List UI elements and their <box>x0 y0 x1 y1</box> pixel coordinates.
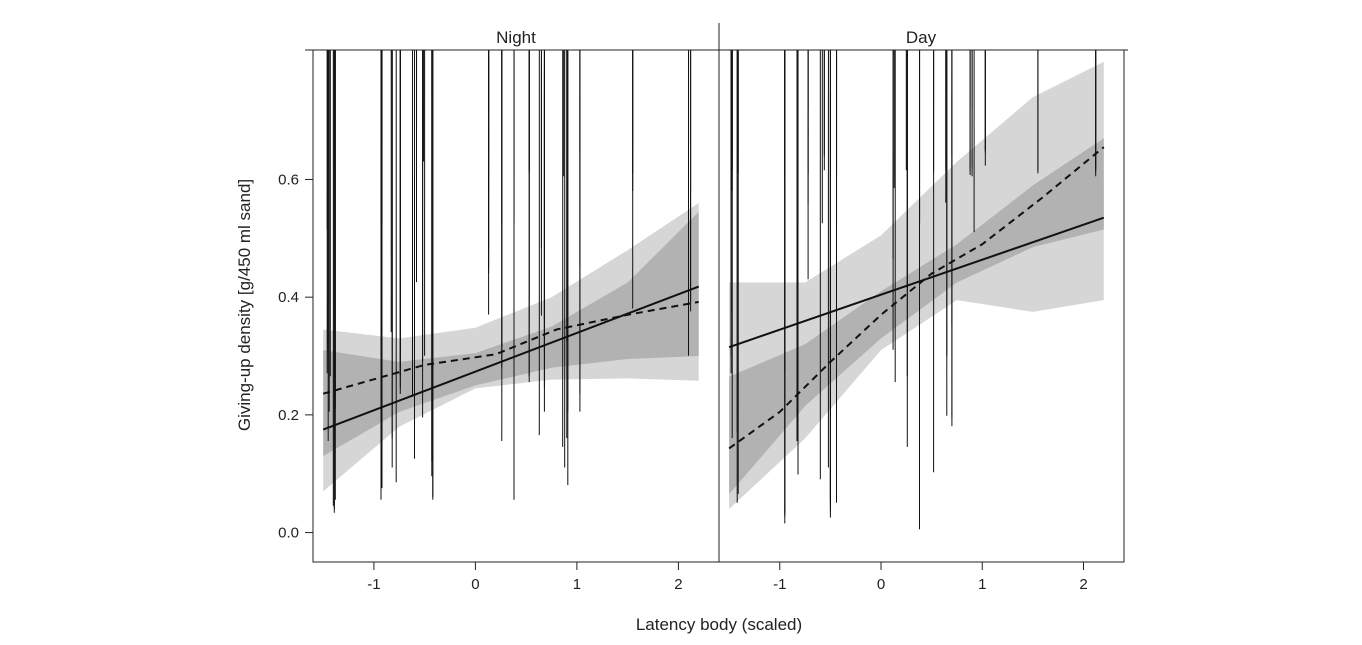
x-tick-label: 0 <box>471 576 479 593</box>
y-tick-label: 0.4 <box>278 289 299 306</box>
x-tick-label: 1 <box>978 576 986 593</box>
x-tick-label: -1 <box>773 576 786 593</box>
x-tick-label: -1 <box>367 576 380 593</box>
y-tick-label: 0.6 <box>278 171 299 188</box>
panel-night-strip <box>313 23 719 50</box>
x-tick-label: 2 <box>674 576 682 593</box>
panel-night-content <box>322 50 700 513</box>
x-axis-title: Latency body (scaled) <box>636 615 802 634</box>
x-tick-label: 0 <box>877 576 885 593</box>
x-tick-label: 2 <box>1079 576 1087 593</box>
panel-day-plot-marks <box>728 50 1105 530</box>
y-tick-label: 0.0 <box>278 525 299 542</box>
y-axis: 0.0 0.2 0.4 0.6 <box>278 171 313 542</box>
confidence-band-inner-night <box>323 211 699 457</box>
x-axis: -1 0 1 2 -1 0 1 2 <box>367 562 1088 593</box>
x-tick-label: 1 <box>573 576 581 593</box>
y-tick-label: 0.2 <box>278 407 299 424</box>
panel-day-content <box>728 50 1105 530</box>
panel-title-night: Night <box>496 28 536 47</box>
panel-day: Day <box>718 23 1125 563</box>
fit-line-dashed-night <box>322 300 699 395</box>
panel-night: Night <box>312 23 720 563</box>
panel-night-plot-marks <box>322 50 700 513</box>
panel-day-strip <box>719 23 1124 50</box>
y-axis-title: Giving-up density [g/450 ml sand] <box>235 179 254 431</box>
fit-line-solid-night <box>322 285 700 431</box>
confidence-band-inner-day <box>729 138 1104 495</box>
panel-title-day: Day <box>906 28 937 47</box>
fit-line-solid-day <box>728 216 1105 349</box>
fit-line-dashed-day <box>728 146 1105 450</box>
